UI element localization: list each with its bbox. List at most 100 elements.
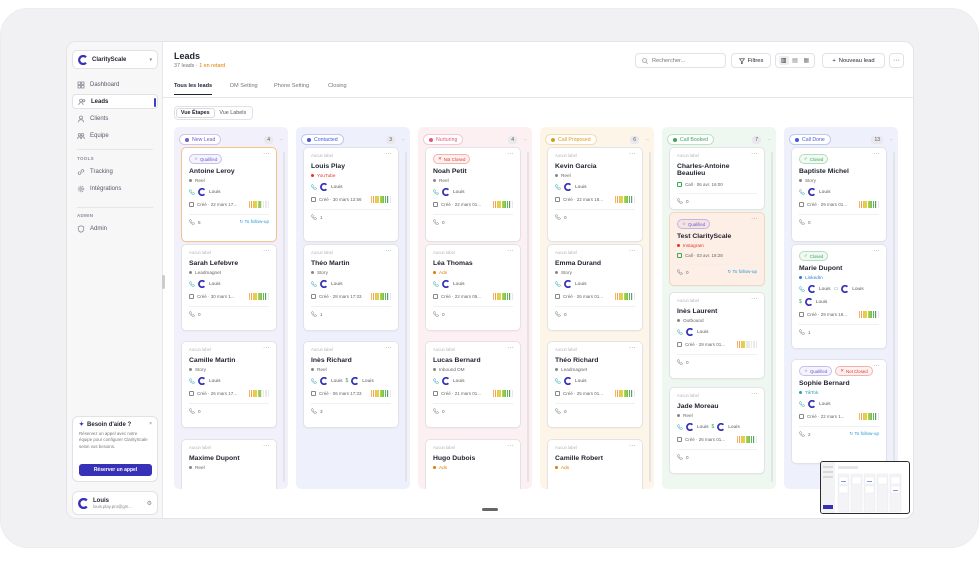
- card-menu-icon[interactable]: ···: [507, 443, 514, 449]
- lead-card[interactable]: ··· Aucun label Inès Laurent Outbound Louis C…: [669, 292, 765, 379]
- lead-card[interactable]: ··· ☆ Qualified Antoine Leroy Reel Louis Créé …: [181, 147, 277, 242]
- card-menu-icon[interactable]: ···: [507, 151, 514, 157]
- filters-button[interactable]: Filtres: [731, 53, 771, 68]
- lead-name[interactable]: Théo Martin: [311, 260, 350, 267]
- lead-card[interactable]: ··· Aucun label Louis Play YouTube Louis Créé…: [303, 147, 399, 242]
- sidebar-item-tracking[interactable]: Tracking: [72, 164, 158, 179]
- column-stage-pill[interactable]: Call Proposed: [545, 134, 597, 145]
- lead-card[interactable]: ··· Aucun label Hugo Dubois Ads: [425, 439, 521, 489]
- card-menu-icon[interactable]: ···: [629, 248, 636, 254]
- column-scrollbar[interactable]: [283, 152, 285, 482]
- lead-name[interactable]: Baptiste Michel: [799, 168, 849, 175]
- lead-name[interactable]: Inès Laurent: [677, 308, 718, 315]
- sidebar-item-equipe[interactable]: Equipe: [72, 128, 158, 143]
- lead-card[interactable]: ··· ✕ Not Closed Noah Petit Reel Louis Créé · …: [425, 147, 521, 242]
- search-input[interactable]: [652, 57, 717, 64]
- follow-up-link[interactable]: ↻ To follow-up: [727, 269, 757, 274]
- lead-card[interactable]: ··· ☆ Qualified ✕ Not Closed Sophie Bernard Ti…: [791, 359, 887, 464]
- follow-up-link[interactable]: ↻ To follow-up: [849, 431, 879, 436]
- card-menu-icon[interactable]: ···: [263, 248, 270, 254]
- lead-card[interactable]: ··· Aucun label Théo Richard Leadmagnet Loui…: [547, 341, 643, 428]
- column-stage-pill[interactable]: New Lead: [179, 134, 222, 145]
- lead-name[interactable]: Emma Durand: [555, 260, 602, 267]
- new-lead-button[interactable]: + Nouveau lead: [822, 53, 885, 68]
- tab-dm-setting[interactable]: DM Setting: [230, 83, 258, 89]
- lead-card[interactable]: ··· Aucun label Inès Richard Reel Louis $ Loui…: [303, 341, 399, 428]
- column-stage-pill[interactable]: Call Done: [789, 134, 831, 145]
- hide-column-icon[interactable]: ◦◦: [889, 137, 893, 142]
- lead-card[interactable]: ··· Aucun label Lucas Bernard Inbound DM Lou…: [425, 341, 521, 428]
- user-profile[interactable]: Louis louis.play.pro@gm... ⚙: [72, 491, 158, 515]
- lead-card[interactable]: ··· Aucun label Camille Martin Story Louis Cr…: [181, 341, 277, 428]
- workspace-switcher[interactable]: ClarityScale ▾: [72, 50, 158, 69]
- card-menu-icon[interactable]: ···: [385, 151, 392, 157]
- card-menu-icon[interactable]: ···: [751, 151, 758, 157]
- lead-name[interactable]: Test ClarityScale: [677, 233, 732, 240]
- sidebar-item-clients[interactable]: Clients: [72, 111, 158, 126]
- card-menu-icon[interactable]: ···: [507, 345, 514, 351]
- lead-card[interactable]: ··· Aucun label Camille Robert Ads: [547, 439, 643, 489]
- lead-name[interactable]: Léa Thomas: [433, 260, 473, 267]
- column-stage-pill[interactable]: Contacted: [301, 134, 344, 145]
- lead-name[interactable]: Marie Dupont: [799, 265, 843, 272]
- lead-name[interactable]: Inès Richard: [311, 357, 352, 364]
- lead-card[interactable]: ··· Aucun label Emma Durand Story Louis Créé …: [547, 244, 643, 331]
- card-menu-icon[interactable]: ···: [873, 151, 880, 157]
- hide-column-icon[interactable]: ◦◦: [401, 137, 405, 142]
- bottom-drag-handle[interactable]: [482, 508, 498, 511]
- hide-column-icon[interactable]: ◦◦: [767, 137, 771, 142]
- lead-card[interactable]: ··· Aucun label Léa Thomas Ads Louis Créé · 2…: [425, 244, 521, 331]
- table-view-icon[interactable]: ▤: [792, 58, 798, 64]
- column-scrollbar[interactable]: [649, 152, 651, 482]
- sidebar-item-leads[interactable]: Leads: [72, 94, 158, 109]
- lead-card[interactable]: ··· Aucun label Maxime Dupont Reel: [181, 439, 277, 489]
- lead-name[interactable]: Lucas Bernard: [433, 357, 481, 364]
- more-options-icon[interactable]: ···: [889, 53, 904, 68]
- lead-card[interactable]: ··· ✓ Closed Baptiste Michel Story Louis Créé …: [791, 147, 887, 242]
- tab-closing[interactable]: Closing: [328, 83, 347, 89]
- card-menu-icon[interactable]: ···: [263, 345, 270, 351]
- card-menu-icon[interactable]: ···: [751, 391, 758, 397]
- kanban-view-icon[interactable]: ▥: [778, 56, 789, 65]
- column-stage-pill[interactable]: Nurturing: [423, 134, 464, 145]
- card-menu-icon[interactable]: ···: [263, 443, 270, 449]
- tab-phone-setting[interactable]: Phone Setting: [274, 83, 310, 89]
- card-menu-icon[interactable]: ···: [629, 345, 636, 351]
- card-menu-icon[interactable]: ···: [751, 216, 758, 222]
- lead-name[interactable]: Camille Martin: [189, 357, 236, 364]
- lead-name[interactable]: Maxime Dupont: [189, 455, 240, 462]
- lead-name[interactable]: Sarah Lefebvre: [189, 260, 239, 267]
- card-menu-icon[interactable]: ···: [629, 151, 636, 157]
- tab-vue-etapes[interactable]: Vue Étapes: [176, 108, 215, 118]
- lead-name[interactable]: Noah Petit: [433, 168, 467, 175]
- card-menu-icon[interactable]: ···: [751, 296, 758, 302]
- column-stage-pill[interactable]: Call Booked: [667, 134, 714, 145]
- tab-vue-labels[interactable]: Vue Labels: [219, 110, 247, 116]
- lead-name[interactable]: Louis Play: [311, 163, 345, 170]
- lead-name[interactable]: Kevin Garcia: [555, 163, 597, 170]
- column-scrollbar[interactable]: [771, 152, 773, 482]
- lead-card[interactable]: ··· ☆ Qualified Test ClarityScale Instagram C…: [669, 212, 765, 286]
- card-menu-icon[interactable]: ···: [385, 248, 392, 254]
- lead-card[interactable]: ··· ✓ Closed Marie Dupont LinkedIn Louis ▭ Loui…: [791, 244, 887, 349]
- lead-card[interactable]: ··· Aucun label Sarah Lefebvre Leadmagnet Lo…: [181, 244, 277, 331]
- lead-card[interactable]: ··· Aucun label Charles-Antoine Beaulieu Ca…: [669, 147, 765, 210]
- lead-name[interactable]: Sophie Bernard: [799, 380, 850, 387]
- card-menu-icon[interactable]: ···: [507, 248, 514, 254]
- sidebar-resize-handle[interactable]: [162, 275, 165, 289]
- hide-column-icon[interactable]: ◦◦: [523, 137, 527, 142]
- lead-name[interactable]: Antoine Leroy: [189, 168, 235, 175]
- card-menu-icon[interactable]: ···: [629, 443, 636, 449]
- hide-column-icon[interactable]: ◦◦: [279, 137, 283, 142]
- lead-name[interactable]: Théo Richard: [555, 357, 599, 364]
- minimap-thumbnail[interactable]: [820, 461, 910, 514]
- lead-name[interactable]: Hugo Dubois: [433, 455, 476, 462]
- follow-up-link[interactable]: ↻ To follow-up: [239, 219, 269, 224]
- lead-card[interactable]: ··· Aucun label Théo Martin Story Louis Créé …: [303, 244, 399, 331]
- book-call-button[interactable]: Réserver un appel: [79, 464, 152, 476]
- card-menu-icon[interactable]: ···: [263, 151, 270, 157]
- lead-card[interactable]: ··· Aucun label Jade Moreau Reel Louis $ Louis…: [669, 387, 765, 474]
- column-scrollbar[interactable]: [893, 152, 895, 482]
- sidebar-item-admin[interactable]: Admin: [72, 221, 158, 236]
- calendar-view-icon[interactable]: ▦: [803, 58, 810, 64]
